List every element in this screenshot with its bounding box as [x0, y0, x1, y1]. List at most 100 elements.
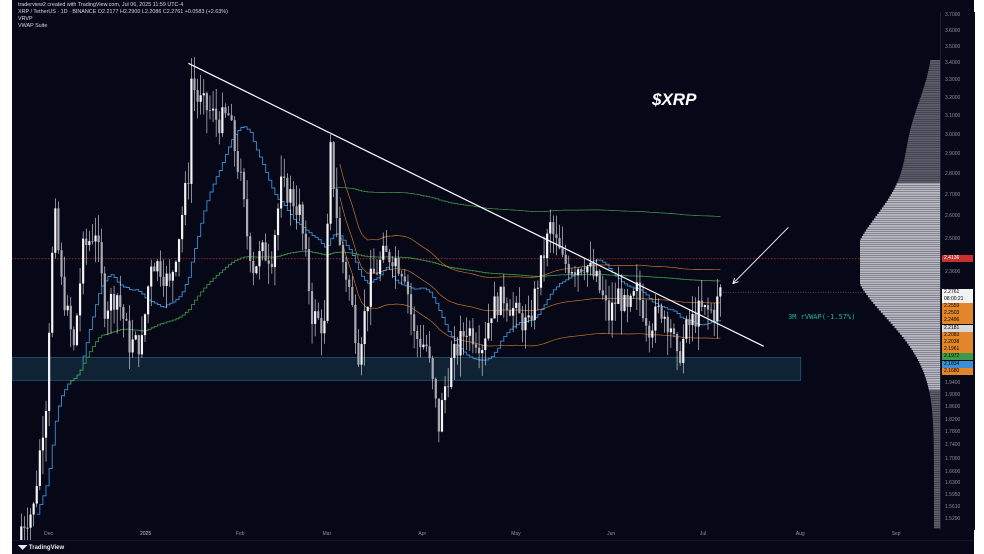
volume-profile-bar	[892, 324, 940, 326]
candle-body	[301, 204, 304, 234]
volume-profile-bar	[863, 288, 940, 291]
candle-body	[357, 342, 360, 365]
candle	[137, 334, 140, 368]
volume-profile-bar	[892, 192, 940, 194]
volume-profile-bar	[903, 163, 940, 166]
candle-body	[422, 344, 425, 348]
candle	[357, 329, 360, 368]
candle-body	[443, 386, 447, 401]
price-tick-label: 3.1000	[945, 112, 961, 119]
candle	[88, 230, 91, 252]
volume-profile-bar	[860, 242, 940, 245]
volume-profile-bar	[933, 519, 940, 522]
bar-countdown-label: 08:00:21	[942, 295, 973, 303]
candle-body	[583, 271, 586, 273]
candle-body	[700, 300, 703, 308]
candle-body	[255, 266, 258, 274]
volume-profile-bar	[929, 62, 940, 65]
candle-body	[335, 188, 338, 219]
candle	[317, 302, 320, 320]
candle-body	[344, 262, 348, 280]
candle	[249, 232, 252, 273]
candle-body	[697, 300, 700, 327]
price-chart-canvas[interactable]	[12, 0, 940, 540]
candle-body	[354, 304, 357, 343]
candle-body	[317, 311, 320, 318]
candle-body	[239, 171, 243, 173]
candle-body	[512, 307, 515, 316]
volume-profile-bar	[933, 440, 940, 443]
candle-body	[601, 290, 604, 296]
price-scale[interactable]: 3.7000 3.6000 3.5000 3.4000 3.3000 3.2000 3.10…	[940, 12, 975, 530]
volume-profile-bar	[933, 524, 940, 527]
volume-profile-bar	[906, 341, 940, 344]
price-label-tag: 2.2083	[942, 331, 973, 339]
candle-body	[196, 90, 199, 102]
candle	[286, 173, 289, 206]
candle-body	[258, 251, 261, 267]
volume-profile-bar	[897, 181, 940, 183]
candle-body	[280, 176, 283, 209]
candle	[205, 91, 208, 134]
price-tick-label: 1.5610	[945, 504, 961, 511]
volume-profile-bar	[917, 106, 940, 109]
candle-body	[208, 110, 212, 112]
volume-profile-bar	[924, 374, 940, 377]
time-tick-label: Feb	[235, 531, 245, 537]
volume-profile-bar	[860, 255, 940, 258]
candle-body	[484, 338, 487, 351]
price-tick-label: 1.8200	[945, 416, 961, 423]
candle-body	[199, 95, 202, 102]
candle-body	[35, 485, 38, 504]
candle-body	[440, 400, 444, 432]
candle-body	[177, 239, 181, 262]
volume-profile-bar	[933, 469, 940, 472]
candle-body	[456, 343, 459, 356]
price-tick-label: 1.8600	[945, 404, 961, 411]
candle-body	[570, 272, 573, 274]
volume-profile-bar	[863, 233, 940, 236]
candle	[437, 398, 440, 443]
candle-body	[69, 305, 72, 330]
candle	[159, 250, 162, 287]
candle-body	[620, 288, 623, 311]
volume-profile-bar	[933, 497, 940, 500]
candle	[348, 274, 351, 301]
candle	[109, 287, 113, 334]
indicator-vwap-suite-label[interactable]: VWAP Suite	[18, 23, 48, 29]
volume-profile-bar	[918, 101, 940, 104]
header-symbol-line[interactable]: XRP / TetherUS · 1D · BINANCE O2.2177 H2…	[18, 9, 228, 15]
candle	[338, 206, 341, 247]
volume-profile-bar	[933, 493, 940, 496]
volume-profile-bar	[888, 319, 940, 322]
candle-body	[276, 208, 280, 236]
candle-body	[694, 313, 697, 327]
candle	[177, 238, 181, 277]
candle-body	[326, 223, 329, 321]
candle	[187, 162, 190, 200]
candle-body	[314, 311, 317, 324]
volume-profile-bar	[875, 304, 940, 307]
candle-body	[669, 328, 672, 333]
candle	[539, 255, 543, 296]
candle	[657, 298, 660, 314]
candle-body	[607, 300, 611, 321]
candle	[165, 265, 168, 309]
candle	[283, 158, 286, 188]
volume-profile-bar	[860, 280, 940, 282]
candle	[481, 344, 484, 376]
candle-body	[91, 241, 94, 242]
volume-profile-bar	[913, 117, 940, 120]
volume-profile-bar	[933, 442, 940, 445]
volume-profile-bar	[898, 330, 940, 333]
candle	[620, 274, 623, 335]
candle	[270, 251, 273, 274]
volume-profile-bar	[899, 176, 940, 179]
volume-profile-bar	[933, 486, 940, 489]
candle	[341, 241, 345, 274]
candle-body	[304, 233, 307, 250]
volume-profile-bar	[886, 200, 940, 203]
candle-body	[493, 296, 496, 319]
indicator-vrvp-label[interactable]: VRVP	[18, 16, 33, 22]
candle	[555, 215, 558, 256]
